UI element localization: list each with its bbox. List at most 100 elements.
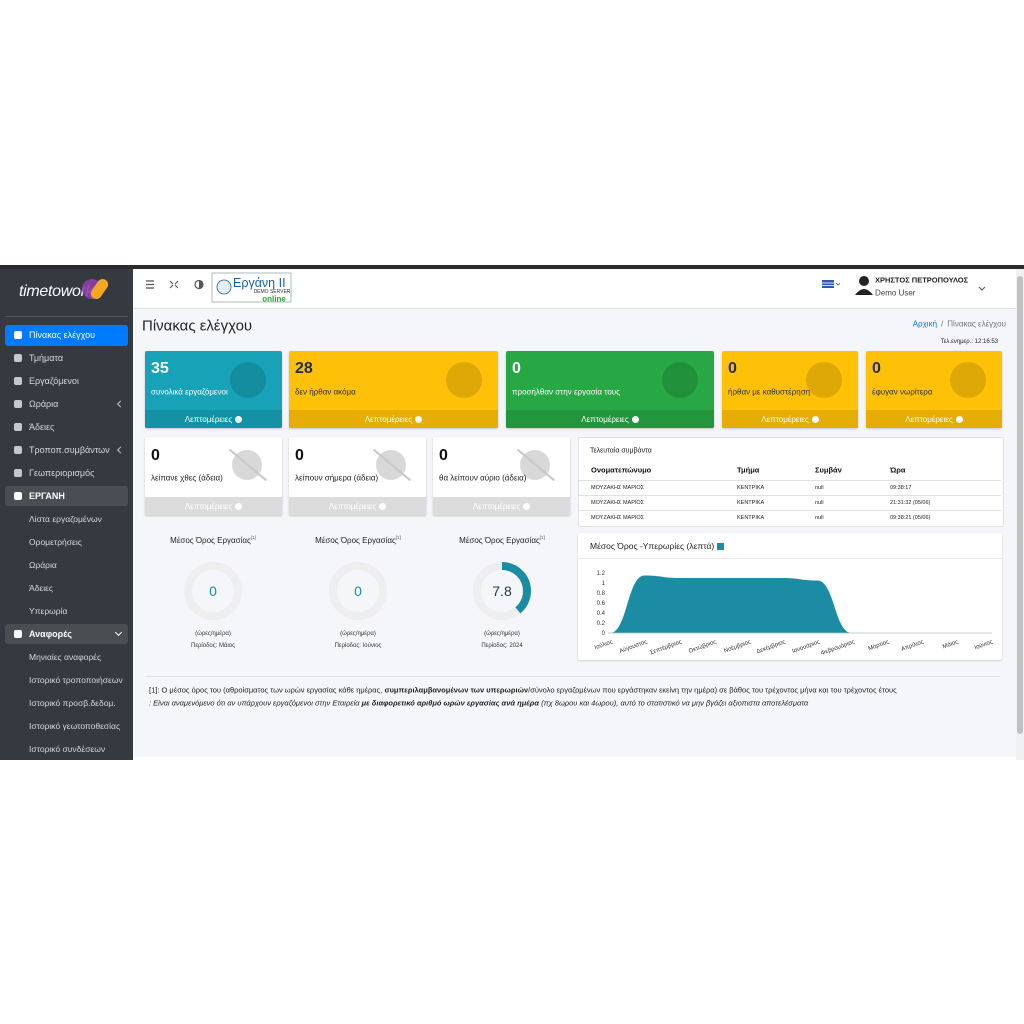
submenu-item[interactable]: Ιστορικό προσβ.δεδομ. [29, 698, 116, 708]
stat-box-icon [950, 362, 986, 398]
details-link[interactable]: Λεπτομέρειες [145, 497, 282, 515]
ergani-logo-frame [211, 272, 292, 303]
events-cell: null [815, 500, 824, 506]
brand-logo[interactable]: timetowork [19, 283, 94, 300]
submenu-item[interactable]: Ιστορικό γεωτοποθεσίας [29, 721, 121, 731]
footnote-line: : Είναι αναμενόμενο ότι αν υπάρχουν εργα… [149, 699, 808, 708]
absence-value: 0 [439, 447, 448, 464]
stat-value: 28 [295, 360, 313, 377]
details-arrow-icon [235, 415, 243, 423]
menu-icon [14, 469, 22, 477]
legend-swatch [717, 542, 725, 550]
gauge-title-text: Μέσος Όρος Εργασίας [170, 535, 251, 545]
details-link[interactable]: Λεπτομέρειες [433, 497, 570, 515]
user-name: ΧΡΗΣΤΟΣ ΠΕΤΡΟΠΟΥΛΟΣ [875, 275, 969, 285]
active-menu-item[interactable] [5, 325, 128, 346]
events-panel [578, 437, 1004, 527]
details-link[interactable]: Λεπτομέρειες [289, 497, 426, 515]
top-strip [0, 265, 1024, 269]
menu-section-label[interactable]: ΕΡΓΑΝΗ [29, 491, 65, 501]
submenu-item[interactable]: Ορομετρήσεις [29, 537, 82, 547]
menu-item[interactable]: Πίνακας ελέγχου [29, 330, 96, 340]
menu-toggle[interactable] [146, 280, 154, 289]
menu-item[interactable]: Εργαζόμενοι [29, 376, 79, 386]
footnote-divider [145, 676, 1000, 677]
menu-icon [14, 630, 22, 638]
details-text: Λεπτομέρειες [761, 414, 809, 424]
details-text: Λεπτομέρειες [184, 414, 233, 424]
footnote-text: [1]: Ο μέσος όρος του (αθροίσματος των ω… [149, 685, 385, 695]
menu-section[interactable] [5, 486, 128, 506]
stat-value: 0 [728, 360, 737, 377]
details-link[interactable]: Λεπτομέρειες [289, 410, 498, 428]
menu-section[interactable] [5, 624, 128, 644]
language-flag[interactable] [822, 280, 841, 288]
user-avatar [855, 276, 873, 295]
submenu-item[interactable]: Μηνιαίες αναφορές [29, 652, 102, 662]
chart-panel-divider [578, 558, 1002, 559]
details-link[interactable]: Λεπτομέρειες [866, 410, 1002, 428]
details-link[interactable]: Λεπτομέρειες [506, 410, 714, 428]
gauge-title-text: Μέσος Όρος Εργασίας [459, 535, 540, 545]
submenu-item[interactable]: Λίστα εργαζομένων [29, 514, 102, 524]
menu-icon [14, 354, 22, 362]
submenu-item[interactable]: Ιστορικό συνδέσεων [29, 744, 106, 754]
user-menu-caret[interactable] [978, 286, 986, 291]
theme-toggle[interactable] [194, 279, 204, 290]
stat-box [506, 351, 714, 428]
details-text: Λεπτομέρειες [581, 414, 629, 424]
menu-section-label[interactable]: Αναφορές [29, 629, 72, 639]
events-cell: 09:38:17 [890, 485, 912, 491]
stat-label: συνολικά εργαζόμενοι [151, 387, 228, 397]
details-text: Λεπτομέρειες [184, 501, 233, 511]
gauge-title: Μέσος Όρος Εργασίας[1] [459, 535, 545, 545]
gauge-value: 7.8 [492, 583, 512, 599]
events-row-border [579, 480, 1001, 481]
stat-value: 0 [872, 360, 881, 377]
gauge-title: Μέσος Όρος Εργασίας[1] [170, 535, 256, 545]
events-cell: null [815, 485, 824, 491]
events-cell: ΚΕΝΤΡΙΚΑ [737, 500, 765, 506]
breadcrumb: Αρχική / Πίνακας ελέγχου [909, 320, 1006, 329]
events-cell: null [815, 515, 824, 521]
menu-item[interactable]: Γεωπεριορισμός [29, 468, 95, 478]
submenu-item[interactable]: Ωράρια [29, 560, 57, 570]
scrollbar-thumb[interactable] [1017, 276, 1023, 734]
stat-box [289, 351, 498, 428]
menu-item[interactable]: Τροποπ.συμβάντων [29, 445, 110, 455]
breadcrumb-item: Αρχική [912, 319, 938, 329]
gauge-unit: (ώρες/ημέρα) [484, 631, 520, 637]
details-link[interactable]: Λεπτομέρειες [722, 410, 858, 428]
submenu-item[interactable]: Υπερωρία [29, 606, 68, 616]
gauge-unit: (ώρες/ημέρα) [340, 631, 376, 637]
legend-label: Μέσος Όρος -Υπερωρίες (λεπτά) [590, 541, 715, 551]
fullscreen-toggle[interactable] [169, 280, 179, 289]
absence-value: 0 [295, 447, 304, 464]
footnote-text: (πχ 8ωρου και 4ωρου), αυτό το στατιστικό… [539, 698, 809, 708]
events-column-header: Ώρα [890, 465, 906, 475]
submenu-item[interactable]: Ιστορικό τροποποιήσεων [29, 675, 123, 685]
details-link[interactable]: Λεπτομέρειες [145, 410, 282, 428]
menu-item[interactable]: Ωράρια [29, 399, 59, 409]
footnote-text: /σύνολο εργαζομένων που εργάστηκαν εκείν… [528, 685, 897, 695]
details-arrow-icon [955, 415, 963, 423]
details-text: Λεπτομέρειες [905, 414, 953, 424]
footnote-text: συμπεριλαμβανομένων των υπερωριών [384, 685, 529, 695]
gauge-note: [1] [395, 535, 401, 541]
details-arrow-icon [523, 502, 531, 510]
gauge-value: 0 [354, 583, 362, 599]
footnote-text: : Είναι αναμενόμενο ότι αν υπάρχουν εργα… [149, 698, 362, 708]
chart-legend: Μέσος Όρος -Υπερωρίες (λεπτά) [590, 541, 725, 551]
gauge-note: [1] [250, 535, 256, 541]
footnote-text: με διαφορετικό αριθμό ωρών εργασίας ανά … [361, 698, 540, 708]
events-title: Τελευταία συμβάντα [590, 447, 652, 455]
menu-item[interactable]: Άδειες [29, 422, 55, 432]
menu-item[interactable]: Τμήματα [29, 353, 64, 363]
gauge-title-text: Μέσος Όρος Εργασίας [315, 535, 396, 545]
stat-label: δεν ήρθαν ακόμα [295, 387, 356, 397]
gauge-note: [1] [539, 535, 545, 541]
submenu-item[interactable]: Άδειες [29, 583, 53, 593]
gauge-period: Περίοδος: Μάιος [190, 643, 236, 649]
chart-panel [578, 533, 1002, 660]
